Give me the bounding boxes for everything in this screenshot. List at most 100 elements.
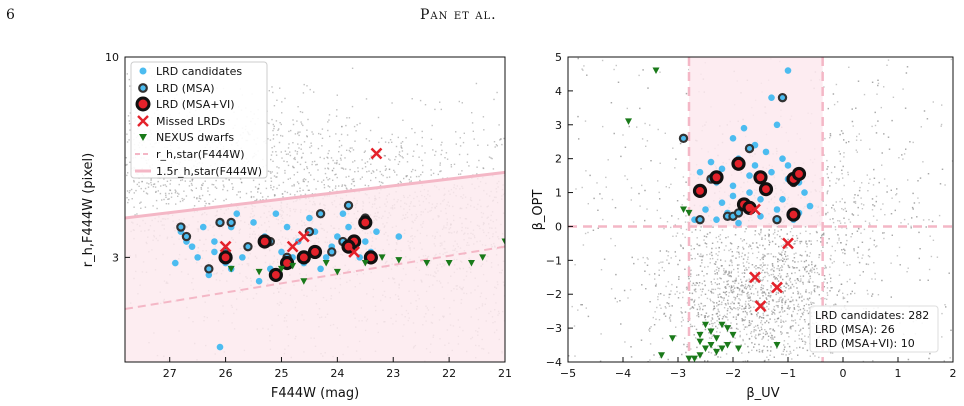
background-point bbox=[831, 262, 834, 264]
background-point bbox=[421, 171, 424, 173]
background-point bbox=[730, 260, 733, 262]
background-point bbox=[667, 281, 670, 283]
legend-item-missed: Missed LRDs bbox=[137, 115, 225, 128]
background-point bbox=[739, 334, 741, 337]
background-point bbox=[374, 373, 375, 374]
left-lrd-msa-vi-point bbox=[268, 267, 283, 283]
background-point bbox=[327, 129, 329, 132]
background-point bbox=[814, 355, 816, 357]
background-point bbox=[707, 368, 708, 369]
background-point bbox=[699, 229, 701, 232]
background-point bbox=[465, 373, 466, 374]
background-point bbox=[165, 203, 168, 205]
background-point bbox=[710, 352, 713, 354]
background-point bbox=[288, 143, 290, 145]
background-point bbox=[150, 179, 152, 181]
background-point bbox=[292, 142, 294, 144]
background-point bbox=[696, 382, 697, 383]
background-point bbox=[202, 182, 204, 185]
background-point bbox=[721, 301, 723, 303]
background-point bbox=[839, 160, 842, 162]
background-point bbox=[280, 123, 282, 126]
background-point bbox=[131, 198, 133, 200]
background-point bbox=[133, 206, 135, 208]
background-point bbox=[701, 262, 703, 264]
background-point bbox=[724, 273, 726, 275]
background-point bbox=[869, 237, 872, 240]
background-point bbox=[298, 182, 300, 185]
background-point bbox=[388, 176, 391, 178]
background-point bbox=[175, 203, 177, 205]
background-point bbox=[696, 274, 698, 276]
background-point bbox=[601, 59, 604, 62]
background-point bbox=[858, 133, 860, 135]
background-point bbox=[125, 164, 127, 166]
background-point bbox=[892, 96, 895, 98]
background-point bbox=[135, 189, 137, 192]
background-point bbox=[629, 289, 632, 291]
background-point bbox=[824, 297, 826, 300]
background-point bbox=[732, 290, 734, 293]
background-point bbox=[737, 388, 738, 389]
background-point bbox=[368, 373, 369, 374]
background-point bbox=[164, 192, 167, 195]
background-point bbox=[811, 365, 812, 366]
legend-label-msa-vi: LRD (MSA+VI) bbox=[156, 98, 235, 111]
background-point bbox=[459, 145, 462, 147]
background-point bbox=[761, 351, 764, 353]
background-point bbox=[272, 129, 274, 132]
background-point bbox=[711, 325, 714, 327]
background-point bbox=[630, 199, 632, 201]
background-point bbox=[215, 187, 218, 189]
background-point bbox=[756, 315, 758, 317]
background-point bbox=[405, 373, 406, 374]
background-point bbox=[896, 193, 898, 195]
background-point bbox=[793, 253, 795, 255]
background-point bbox=[270, 177, 272, 179]
background-point bbox=[804, 321, 806, 323]
background-point bbox=[768, 239, 770, 242]
background-point bbox=[463, 132, 465, 134]
background-point bbox=[286, 191, 289, 194]
background-point bbox=[189, 180, 191, 182]
background-point bbox=[462, 141, 465, 144]
background-point bbox=[258, 183, 260, 186]
background-point bbox=[268, 122, 270, 125]
background-point bbox=[246, 373, 247, 374]
background-point bbox=[126, 73, 128, 75]
background-point bbox=[491, 373, 492, 374]
background-point bbox=[736, 251, 738, 253]
background-point bbox=[665, 307, 667, 309]
left-lrd-candidate-point bbox=[334, 233, 341, 240]
background-point bbox=[906, 271, 908, 273]
background-point bbox=[198, 195, 201, 197]
background-point bbox=[849, 278, 851, 281]
background-point bbox=[273, 105, 276, 107]
background-point bbox=[430, 138, 433, 140]
background-point bbox=[781, 304, 783, 307]
background-point bbox=[659, 304, 661, 306]
background-point bbox=[772, 337, 774, 339]
background-point bbox=[495, 373, 496, 374]
background-point bbox=[624, 341, 626, 343]
background-point bbox=[587, 203, 589, 205]
background-point bbox=[727, 319, 729, 321]
background-point bbox=[705, 246, 708, 248]
background-point bbox=[774, 237, 776, 239]
left-nexus-dwarf-point bbox=[467, 260, 475, 267]
background-point bbox=[826, 294, 829, 296]
background-point bbox=[126, 163, 128, 166]
background-point bbox=[805, 363, 806, 364]
background-point bbox=[762, 305, 765, 308]
background-point bbox=[486, 373, 487, 374]
background-point bbox=[684, 337, 686, 339]
left-lrd-candidate-point bbox=[283, 223, 291, 231]
background-point bbox=[751, 349, 753, 351]
background-point bbox=[760, 320, 763, 322]
background-point bbox=[781, 265, 783, 267]
left-lrd-candidate-point bbox=[278, 248, 285, 256]
background-point bbox=[267, 195, 269, 198]
background-point bbox=[276, 172, 279, 174]
background-point bbox=[873, 244, 875, 246]
background-point bbox=[762, 262, 764, 264]
